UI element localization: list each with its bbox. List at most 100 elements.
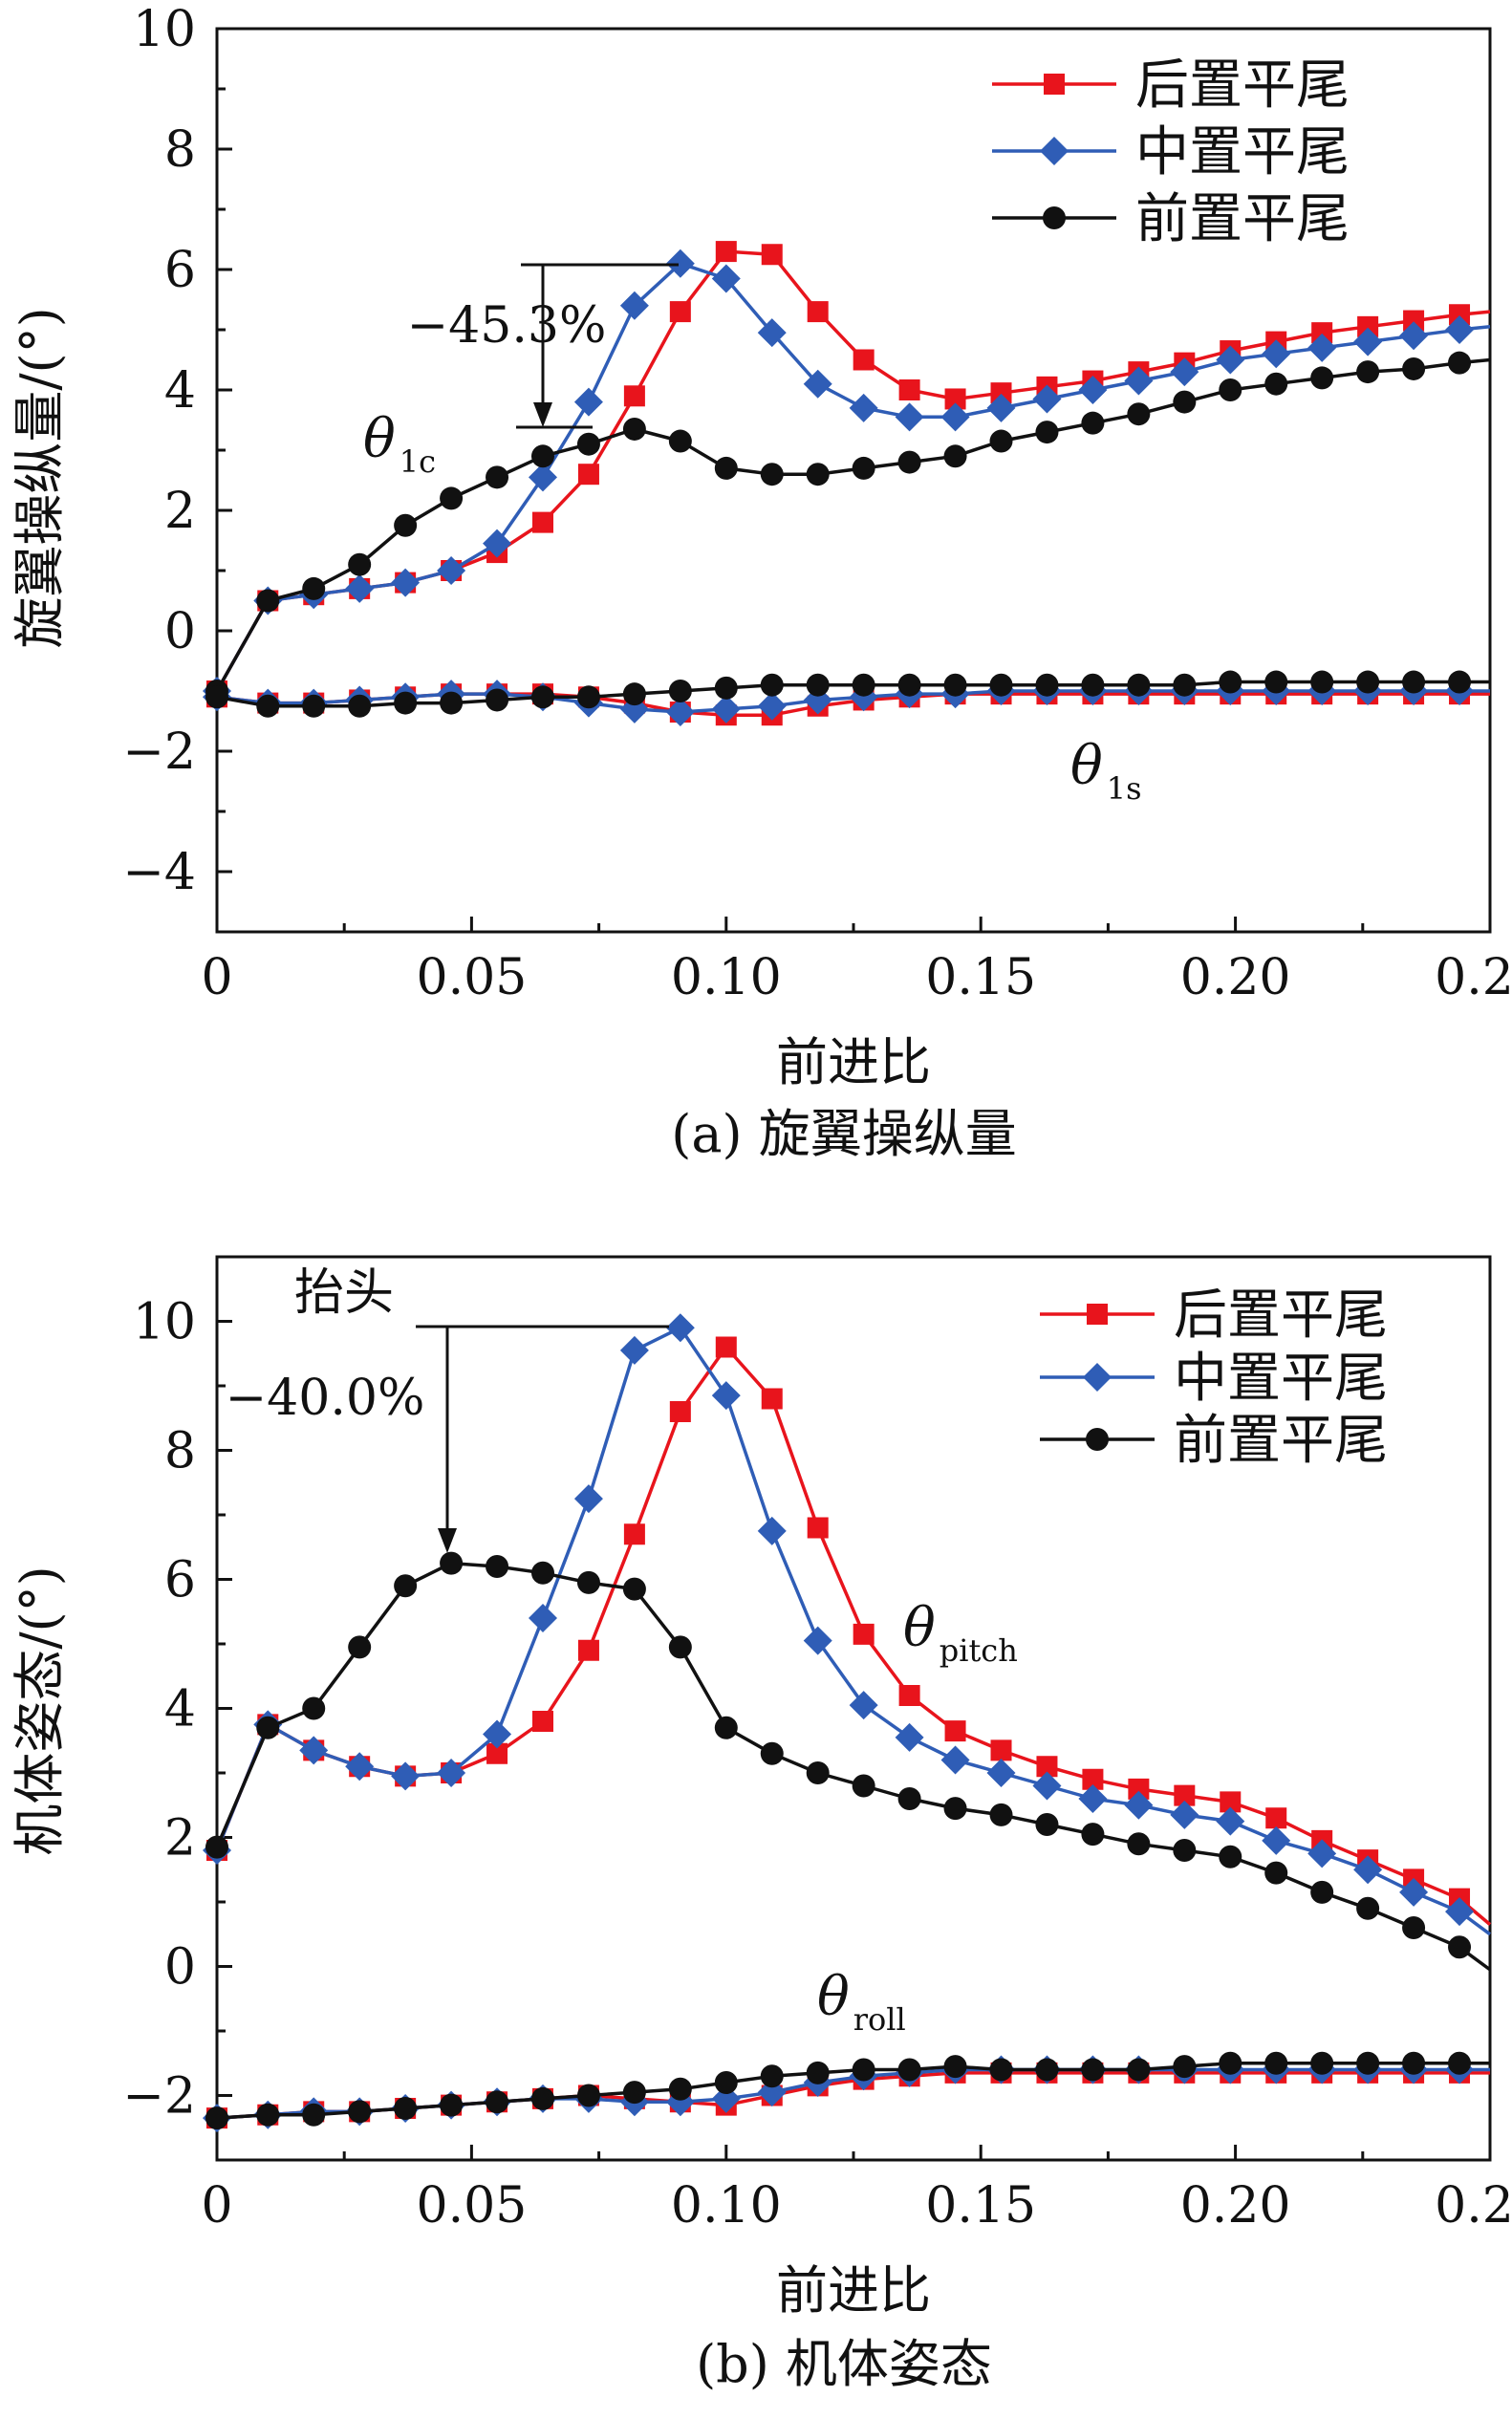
y-tick-label: 0: [164, 1939, 196, 1997]
x-tick-label: 0.15: [925, 2177, 1036, 2235]
data-point-3-1c: [348, 552, 372, 576]
data-point-1-pitch: [1128, 1778, 1150, 1800]
data-point-3-1s: [1035, 673, 1059, 697]
data-point-1-pitch: [531, 1711, 553, 1732]
data-point-3-1s: [1127, 673, 1151, 697]
data-point-3-1s: [852, 673, 875, 697]
data-point-2-1c: [1216, 345, 1245, 375]
data-point-3-pitch: [256, 1716, 280, 1739]
x-tick-label: 0: [201, 949, 232, 1006]
legend-marker-2: [1040, 137, 1069, 165]
chart-1: 0 0.05 0.10 0.15 0.20 0.25 −4 −2 0 2 4 6 8 10 前进比 旋翼操纵量…: [10, 1, 1512, 1164]
data-point-1-1c: [761, 244, 783, 266]
y-tick-label: 2: [164, 1810, 196, 1868]
data-point-2-1c: [573, 387, 603, 417]
annotation-c2: θ roll: [817, 1966, 906, 2038]
data-point-3-roll: [302, 2103, 326, 2127]
annotation-pct: −45.3%: [407, 297, 607, 355]
annotation-pct: −40.0%: [226, 1370, 425, 1427]
data-point-3-1c: [714, 456, 738, 480]
data-point-3-1c: [1127, 402, 1151, 426]
data-point-3-1s: [205, 685, 228, 709]
data-point-3-roll: [1127, 2058, 1151, 2082]
data-point-2-1c: [986, 393, 1016, 422]
data-point-2-pitch: [1078, 1784, 1108, 1813]
data-point-3-1c: [806, 463, 830, 486]
data-point-2-pitch: [1399, 1877, 1429, 1907]
data-point-2-1c: [391, 568, 421, 597]
data-point-3-pitch: [1035, 1813, 1059, 1836]
y-axis-label: 机体姿态/(°): [10, 1566, 70, 1855]
data-point-2-pitch: [1170, 1800, 1199, 1829]
y-tick-label: −4: [122, 844, 196, 901]
data-point-2-pitch: [391, 1761, 421, 1791]
data-point-2-1c: [1124, 366, 1154, 396]
x-tick-label: 0: [201, 2177, 232, 2235]
x-tick-label: 0.10: [671, 949, 782, 1006]
data-point-3-1s: [806, 673, 830, 697]
data-point-2-pitch: [986, 1759, 1016, 1787]
data-point-3-1s: [1173, 673, 1197, 697]
data-point-3-pitch: [1356, 1896, 1380, 1920]
data-point-3-pitch: [302, 1696, 326, 1720]
data-point-2-1c: [940, 402, 970, 432]
data-point-3-1s: [1310, 670, 1334, 694]
data-point-3-pitch: [348, 1635, 372, 1659]
chart-2: 00.050.100.150.200.25−20246810前进比机体姿态/(°…: [10, 1255, 1512, 2394]
data-point-3-roll: [1356, 2051, 1380, 2075]
data-point-2-pitch: [1216, 1806, 1245, 1836]
data-point-2-pitch: [573, 1484, 603, 1514]
data-point-3-roll: [394, 2097, 418, 2120]
data-point-3-1s: [530, 685, 554, 709]
data-point-3-pitch: [897, 1787, 921, 1810]
data-point-1-1c: [1311, 322, 1333, 344]
y-tick-label: 4: [164, 1681, 196, 1739]
data-point-3-pitch: [530, 1561, 554, 1585]
data-point-2-pitch: [895, 1722, 924, 1752]
data-point-1-1c: [853, 349, 875, 371]
data-point-3-pitch: [852, 1774, 875, 1798]
data-point-3-pitch: [1081, 1823, 1105, 1847]
data-point-2-1c: [849, 393, 878, 422]
data-point-2-1c: [345, 573, 375, 603]
data-point-3-roll: [576, 2084, 600, 2107]
data-point-3-roll: [1310, 2051, 1334, 2075]
data-point-3-roll: [1402, 2051, 1426, 2075]
data-point-3-pitch: [1264, 1861, 1288, 1885]
data-point-2-1s: [665, 698, 695, 727]
data-point-3-1s: [1448, 670, 1472, 694]
data-point-3-roll: [1035, 2058, 1059, 2082]
data-point-1-1c: [577, 464, 599, 486]
data-point-3-pitch: [806, 1761, 830, 1784]
data-point-3-roll: [989, 2058, 1013, 2082]
data-point-1-pitch: [898, 1685, 920, 1706]
data-point-1-pitch: [853, 1623, 875, 1645]
data-point-1-1c: [944, 388, 966, 410]
data-point-1-1c: [531, 511, 553, 533]
data-point-1-1c: [1403, 310, 1425, 332]
data-point-2-1c: [757, 318, 787, 348]
data-point-2-pitch: [528, 1604, 557, 1632]
data-point-1-pitch: [807, 1517, 829, 1539]
x-tick-label: 0.25: [1435, 949, 1512, 1006]
y-tick-label: 8: [164, 121, 196, 179]
data-point-3-1s: [989, 673, 1013, 697]
data-point-3-1c: [1219, 378, 1242, 401]
data-point-1-pitch: [669, 1401, 691, 1422]
data-point-1-1c: [898, 379, 920, 400]
data-point-3-1c: [576, 432, 600, 456]
data-point-2-1c: [619, 291, 649, 320]
data-point-3-pitch: [576, 1570, 600, 1594]
data-point-3-1s: [1264, 670, 1288, 694]
data-point-3-1s: [348, 694, 372, 718]
data-point-2-pitch: [299, 1736, 329, 1765]
data-point-2-1s: [711, 694, 741, 724]
x-tick-label: 0.20: [1180, 949, 1291, 1006]
data-point-3-roll: [1081, 2058, 1105, 2082]
data-point-2-1c: [1445, 315, 1475, 344]
data-point-2-pitch: [437, 1759, 466, 1787]
data-point-3-1s: [440, 691, 464, 715]
data-point-2-1c: [437, 556, 466, 585]
data-point-1-1c: [669, 301, 691, 323]
